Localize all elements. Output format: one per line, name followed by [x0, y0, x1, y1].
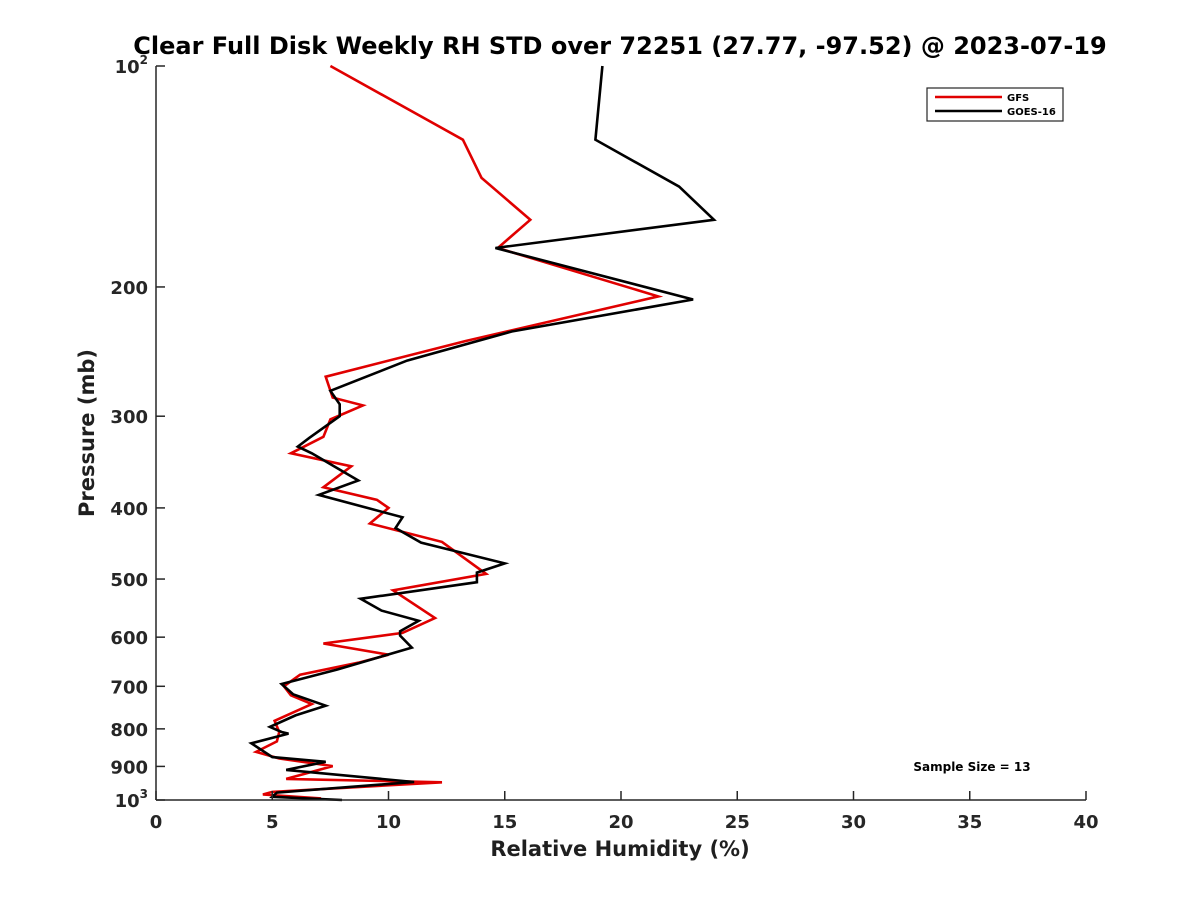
y-axis-label: Pressure (mb) [75, 349, 99, 517]
chart-title: Clear Full Disk Weekly RH STD over 72251… [133, 32, 1106, 60]
x-tick-label: 35 [957, 812, 982, 833]
x-tick-label: 30 [841, 812, 866, 833]
y-tick-exponent: 2 [140, 53, 148, 67]
y-tick-label: 103 [115, 787, 148, 812]
x-tick-label: 40 [1073, 812, 1098, 833]
x-tick-label: 10 [376, 812, 401, 833]
y-tick-exponent: 3 [140, 787, 148, 801]
y-tick-label: 200 [110, 278, 148, 299]
legend: GFS GOES-16 [926, 87, 1064, 122]
axes-layer: 0 5 10 15 20 25 30 35 40102200300400500600700800… [110, 53, 1098, 833]
sample-size-annotation: Sample Size = 13 [913, 760, 1030, 774]
x-tick-label: 20 [608, 812, 633, 833]
y-tick-label: 900 [110, 757, 148, 778]
x-tick-label: 25 [725, 812, 750, 833]
series-line-gfs [252, 64, 664, 800]
series-line-goes-16 [248, 65, 717, 802]
x-tick-label: 15 [492, 812, 517, 833]
y-tick-label: 800 [110, 720, 148, 741]
legend-label-gfs: GFS [1007, 93, 1029, 104]
legend-box [926, 87, 1064, 122]
x-tick-label: 0 [150, 812, 163, 833]
y-tick-label: 300 [110, 407, 148, 428]
x-tick-label: 5 [266, 812, 279, 833]
y-tick-label: 600 [110, 628, 148, 649]
series-layer [248, 64, 717, 802]
x-axis-label: Relative Humidity (%) [490, 837, 749, 861]
y-tick-label: 400 [110, 499, 148, 520]
y-tick-label: 102 [115, 53, 148, 78]
y-tick-label: 500 [110, 570, 148, 591]
y-tick-base: 10 [115, 57, 140, 78]
y-tick-base: 10 [115, 791, 140, 812]
legend-label-goes-16: GOES-16 [1007, 107, 1056, 118]
y-tick-label: 700 [110, 677, 148, 698]
